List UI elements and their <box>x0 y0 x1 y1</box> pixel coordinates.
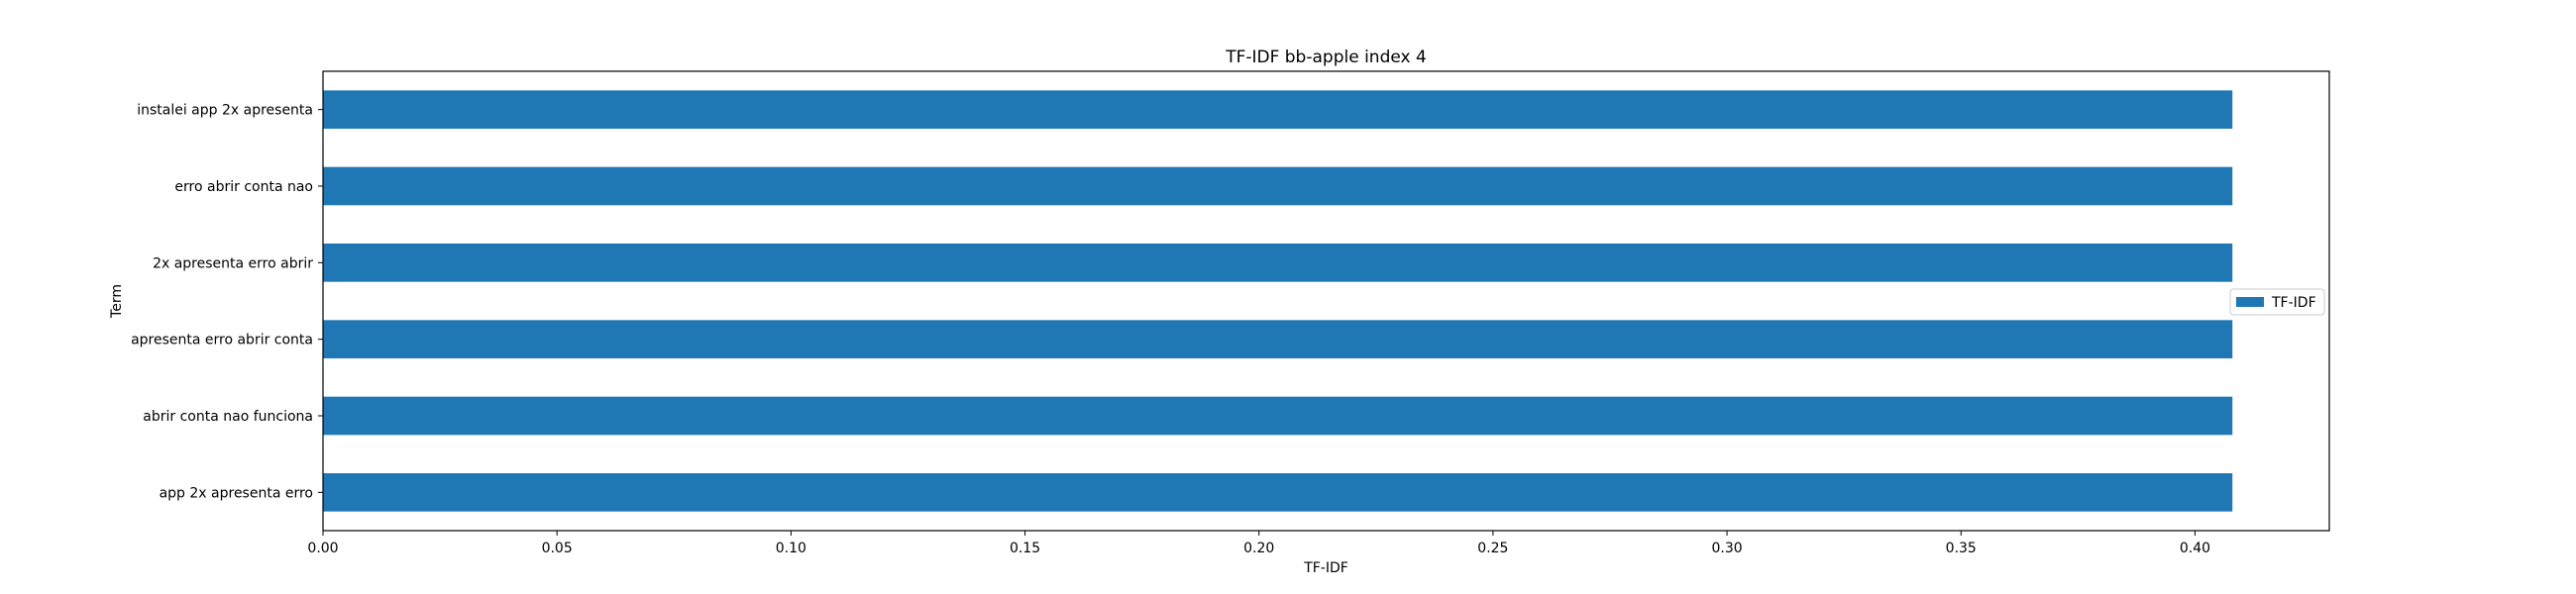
x-tick-label: 0.40 <box>2180 541 2210 556</box>
y-tick-label: abrir conta nao funciona <box>143 409 313 425</box>
bar <box>323 166 2233 206</box>
plot-frame <box>322 70 2330 532</box>
x-tick-label: 0.10 <box>776 541 806 556</box>
y-axis-label: Term <box>109 284 125 319</box>
y-tick-label: apresenta erro abrir conta <box>131 333 313 348</box>
x-axis-label: TF-IDF <box>1303 560 1348 576</box>
x-tick-label: 0.00 <box>307 541 338 556</box>
x-axis: 0.00 0.05 0.10 0.15 0.20 0.25 0.30 0.35 0.40 <box>307 531 2210 556</box>
x-tick-label: 0.35 <box>1946 541 1977 556</box>
legend-swatch <box>2236 297 2264 307</box>
bar <box>323 396 2233 436</box>
bar <box>323 320 2233 358</box>
bars <box>323 90 2233 512</box>
legend-label: TF-IDF <box>2271 295 2316 311</box>
y-tick-label: app 2x apresenta erro <box>160 485 313 501</box>
y-tick-label: instalei app 2x apresenta <box>137 103 313 119</box>
x-tick-label: 0.20 <box>1243 541 1274 556</box>
x-tick-label: 0.05 <box>542 541 573 556</box>
x-tick-label: 0.25 <box>1477 541 1508 556</box>
y-tick-label: erro abrir conta nao <box>174 179 313 195</box>
legend-box <box>2229 288 2325 316</box>
bar <box>323 90 2233 129</box>
bar <box>323 244 2233 282</box>
chart-title: TF-IDF bb-apple index 4 <box>1225 48 1427 67</box>
bar <box>323 473 2233 512</box>
y-axis: instalei app 2x apresenta erro abrir cont… <box>131 103 323 501</box>
x-tick-label: 0.15 <box>1010 541 1040 556</box>
x-tick-label: 0.30 <box>1711 541 1742 556</box>
legend: TF-IDF <box>2229 288 2325 316</box>
y-tick-label: 2x apresenta erro abrir <box>153 255 313 271</box>
